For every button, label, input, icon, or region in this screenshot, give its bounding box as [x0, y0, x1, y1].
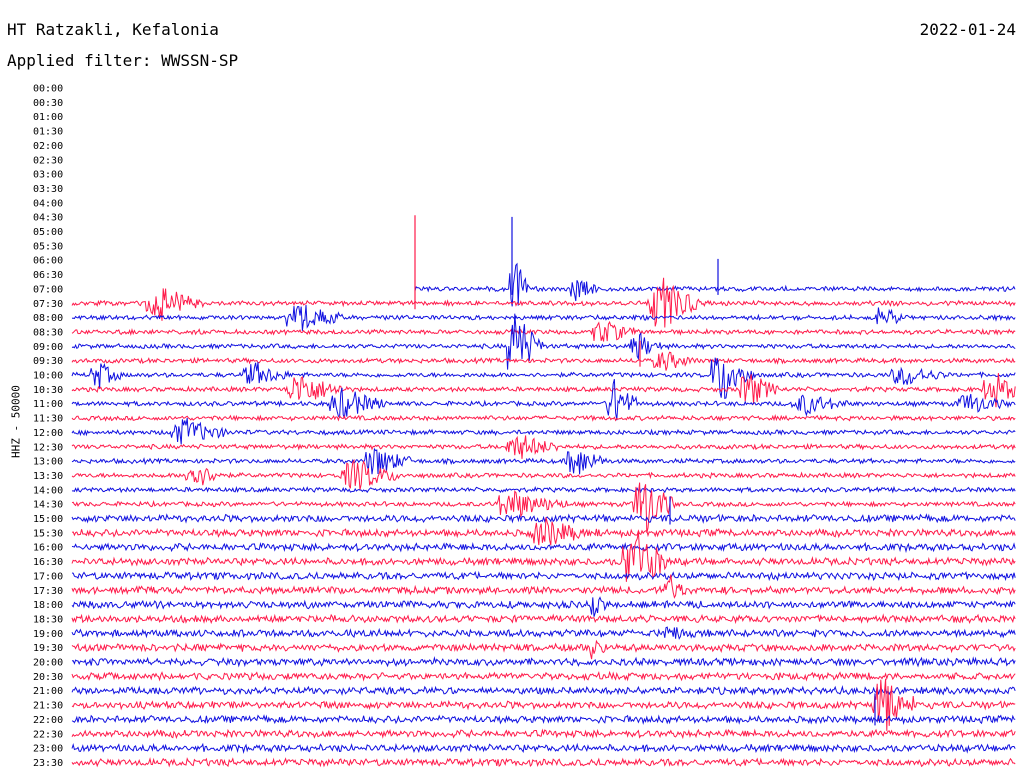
tick-label: 20:30	[33, 672, 63, 683]
trace-line	[71, 482, 1016, 534]
tick-label: 03:00	[33, 170, 63, 181]
tick-label: 13:30	[33, 471, 63, 482]
tick-label: 12:00	[33, 428, 63, 439]
tick-label: 14:30	[33, 500, 63, 511]
tick-label: 14:00	[33, 485, 63, 496]
trace-line	[71, 373, 1016, 408]
trace-line	[71, 304, 1016, 331]
trace-line	[71, 656, 1016, 668]
tick-label: 23:30	[33, 758, 63, 769]
trace-line	[71, 639, 1016, 660]
trace-line	[71, 417, 1016, 445]
seismic-traces	[71, 215, 1016, 768]
tick-label: 15:00	[33, 514, 63, 525]
trace-line	[71, 517, 1016, 546]
tick-label: 04:30	[33, 213, 63, 224]
tick-label: 01:00	[33, 112, 63, 123]
tick-label: 00:30	[33, 98, 63, 109]
trace-line	[71, 320, 1016, 342]
trace-line	[414, 262, 1016, 307]
filter-label: Applied filter: WWSSN-SP	[7, 51, 239, 70]
tick-label: 11:00	[33, 399, 63, 410]
tick-label: 17:30	[33, 586, 63, 597]
trace-line	[71, 574, 1016, 599]
tick-label: 02:00	[33, 141, 63, 152]
tick-label: 11:30	[33, 414, 63, 425]
tick-label: 07:30	[33, 299, 63, 310]
trace-line	[71, 685, 1016, 696]
station-title: HT Ratzakli, Kefalonia	[7, 20, 219, 39]
trace-line	[71, 435, 1016, 459]
trace-line	[71, 485, 1016, 494]
tick-label: 12:30	[33, 442, 63, 453]
trace-line	[71, 596, 1016, 617]
tick-label: 22:00	[33, 715, 63, 726]
tick-label: 01:30	[33, 127, 63, 138]
trace-line	[71, 277, 1016, 328]
tick-label: 13:00	[33, 457, 63, 468]
tick-label: 09:00	[33, 342, 63, 353]
trace-line	[71, 513, 1016, 524]
tick-label: 00:00	[33, 84, 63, 95]
trace-line	[71, 613, 1016, 625]
tick-label: 19:30	[33, 643, 63, 654]
trace-line	[71, 678, 1016, 731]
trace-line	[71, 570, 1016, 582]
tick-label: 19:00	[33, 629, 63, 640]
tick-label: 08:00	[33, 313, 63, 324]
trace-line	[71, 670, 1016, 682]
tick-label: 16:00	[33, 543, 63, 554]
tick-label: 20:00	[33, 658, 63, 669]
tick-label: 22:30	[33, 729, 63, 740]
tick-label: 10:00	[33, 371, 63, 382]
tick-label: 05:30	[33, 241, 63, 252]
trace-line	[71, 532, 1016, 582]
tick-label: 17:00	[33, 571, 63, 582]
tick-label: 18:30	[33, 614, 63, 625]
tick-label: 23:00	[33, 744, 63, 755]
date-label: 2022-01-24	[919, 20, 1016, 39]
tick-label: 04:00	[33, 198, 63, 209]
time-tick-labels: 00:00 00:30 01:00 01:30 02:00 02:30 03:00 03:30…	[33, 84, 63, 769]
tick-label: 03:30	[33, 184, 63, 195]
tick-label: 09:30	[33, 356, 63, 367]
tick-label: 06:30	[33, 270, 63, 281]
tick-label: 02:30	[33, 155, 63, 166]
trace-line	[71, 351, 1016, 371]
tick-label: 21:00	[33, 686, 63, 697]
tick-label: 06:00	[33, 256, 63, 267]
trace-line	[71, 756, 1016, 768]
tick-label: 05:00	[33, 227, 63, 238]
trace-line	[71, 714, 1016, 726]
tick-label: 16:30	[33, 557, 63, 568]
trace-line	[71, 541, 1016, 554]
tick-label: 15:30	[33, 528, 63, 539]
tick-label: 21:30	[33, 701, 63, 712]
trace-line	[71, 413, 1016, 422]
tick-label: 18:00	[33, 600, 63, 611]
tick-label: 10:30	[33, 385, 63, 396]
tick-label: 07:00	[33, 284, 63, 295]
trace-line	[71, 626, 1016, 640]
trace-line	[71, 458, 1016, 490]
trace-line	[71, 313, 1016, 370]
tick-label: 08:30	[33, 327, 63, 338]
trace-line	[71, 357, 1016, 400]
trace-line	[71, 378, 1016, 421]
trace-line	[71, 742, 1016, 754]
trace-line	[71, 447, 1016, 475]
trace-line	[71, 728, 1016, 740]
